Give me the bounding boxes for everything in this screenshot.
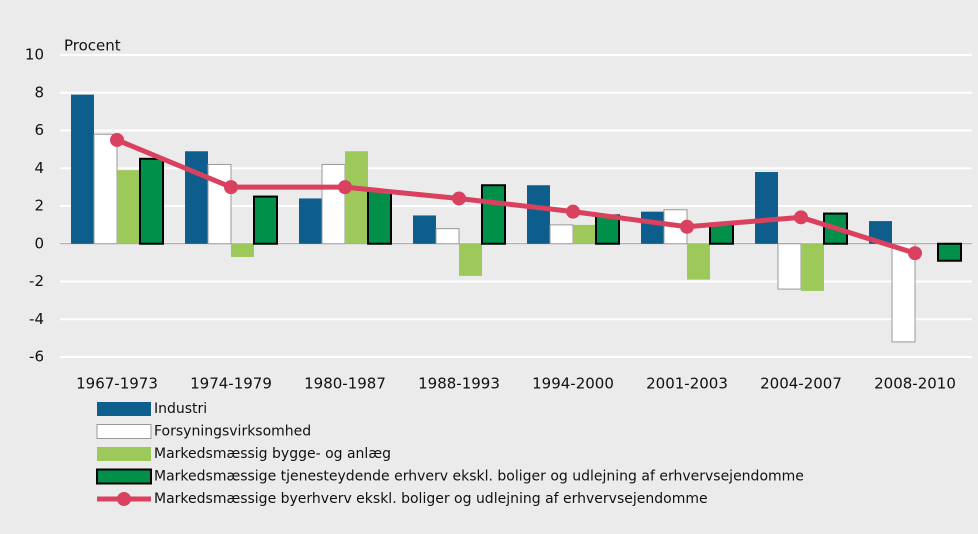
line	[116, 137, 916, 256]
bar	[755, 172, 778, 244]
bar	[687, 243, 710, 280]
legend-label: Forsyningsvirksomhed	[154, 424, 311, 440]
legend-swatch	[96, 468, 152, 485]
x-tick-label: 2001-2003	[646, 375, 728, 393]
y-tick-label: 2	[34, 197, 44, 215]
bar	[549, 224, 574, 245]
line-point	[566, 204, 580, 219]
bar	[937, 242, 962, 262]
legend-label: Markedsmæssige tjenesteydende erhverv ek…	[154, 469, 804, 485]
x-tick-label: 1994-2000	[532, 375, 614, 393]
line-point	[680, 219, 694, 234]
line-point	[794, 210, 808, 225]
legend-swatch	[96, 424, 152, 439]
y-tick-label: 4	[34, 159, 44, 177]
bar	[253, 195, 278, 245]
line-point	[908, 246, 922, 261]
bar	[527, 185, 550, 244]
bar	[367, 189, 392, 245]
bar	[801, 243, 824, 291]
x-tick-label: 1988-1993	[418, 375, 500, 393]
bar	[231, 243, 254, 257]
y-tick-label: -4	[29, 310, 44, 328]
y-axis-label: Procent	[64, 37, 121, 55]
y-tick-label: 6	[34, 121, 44, 139]
bar	[891, 243, 916, 343]
y-tick-label: 0	[34, 234, 44, 252]
bar	[459, 243, 482, 276]
bar	[117, 170, 140, 244]
bar	[345, 151, 368, 244]
bar	[481, 184, 506, 245]
legend-label: Industri	[154, 401, 207, 417]
bar	[185, 151, 208, 244]
bar	[413, 215, 436, 244]
line-point	[110, 132, 124, 147]
legend-marker	[117, 492, 131, 506]
bar	[299, 198, 322, 244]
bar	[777, 243, 802, 290]
bar	[435, 228, 460, 245]
line-point	[338, 180, 352, 195]
y-tick-label: -2	[29, 272, 44, 290]
bar	[71, 94, 94, 244]
x-tick-label: 1974-1979	[190, 375, 272, 393]
x-tick-label: 2008-2010	[874, 375, 956, 393]
bar	[641, 211, 664, 244]
bar	[93, 133, 118, 245]
bar	[321, 163, 346, 245]
legend-label: Markedsmæssig bygge- og anlæg	[154, 446, 391, 462]
legend-swatch	[97, 447, 151, 461]
bar	[139, 157, 164, 245]
line-point	[452, 191, 466, 206]
legend-label: Markedsmæssige byerhverv ekskl. boliger …	[154, 491, 708, 507]
line-point	[224, 180, 238, 195]
y-tick-label: 8	[34, 83, 44, 101]
x-tick-label: 1980-1987	[304, 375, 386, 393]
y-tick-label: -6	[29, 348, 44, 366]
legend-swatch	[97, 402, 151, 416]
bar	[573, 224, 596, 244]
y-tick-label: 10	[25, 46, 44, 64]
bar	[709, 223, 734, 245]
x-tick-label: 2004-2007	[760, 375, 842, 393]
x-tick-label: 1967-1973	[76, 375, 158, 393]
